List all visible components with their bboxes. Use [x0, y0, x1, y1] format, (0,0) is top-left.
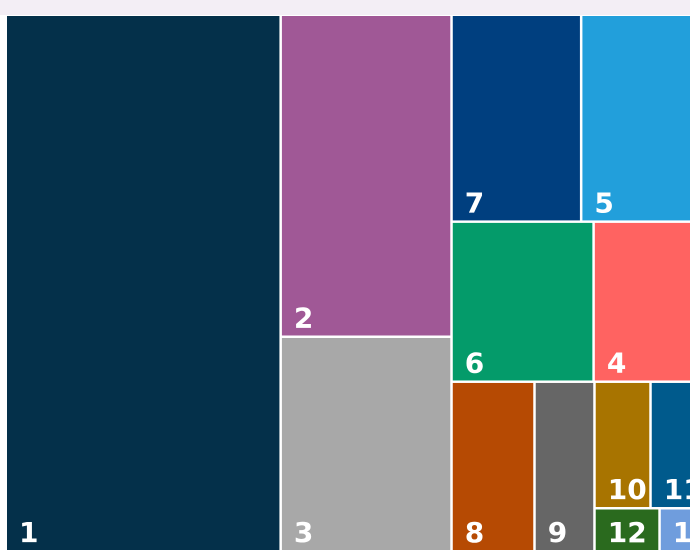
tile-label: 9	[548, 516, 567, 549]
tile	[452, 382, 534, 550]
tile-label: 13	[673, 516, 690, 549]
tile	[281, 16, 451, 336]
tile-label: 4	[607, 346, 626, 379]
tile-label: 12	[608, 516, 647, 549]
tile-label: 1	[19, 516, 38, 549]
tile	[452, 222, 593, 381]
tile	[595, 382, 650, 508]
tile-label: 8	[465, 516, 484, 549]
tile-label: 10	[608, 473, 647, 506]
tile	[535, 382, 594, 550]
tile-label: 5	[594, 186, 613, 219]
tile	[281, 337, 451, 550]
tile	[452, 16, 580, 221]
tile-label: 2	[294, 301, 313, 334]
tile-label: 3	[294, 516, 313, 549]
tile	[582, 16, 690, 221]
tile	[660, 509, 690, 550]
tile-label: 6	[465, 346, 484, 379]
tile	[594, 222, 690, 381]
top-bar	[0, 0, 690, 15]
tile	[595, 509, 659, 550]
tile-label: 11	[664, 473, 690, 506]
tile	[7, 16, 280, 550]
tile	[651, 382, 690, 508]
tile-label: 7	[465, 186, 484, 219]
